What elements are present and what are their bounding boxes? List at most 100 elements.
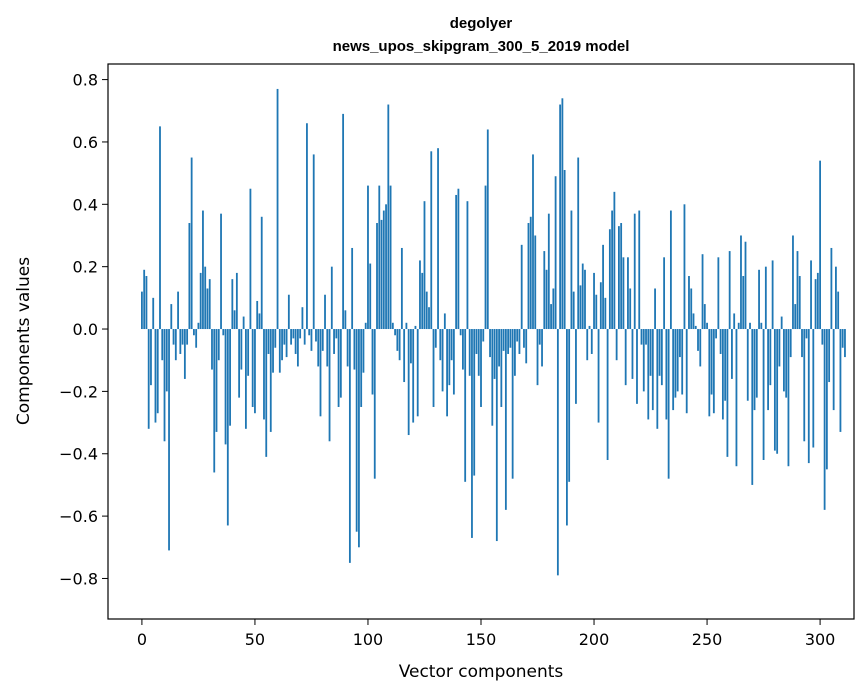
bar xyxy=(676,329,679,392)
bar xyxy=(353,329,356,370)
bar xyxy=(771,260,774,330)
bar xyxy=(263,329,265,420)
bar xyxy=(742,276,745,330)
bar xyxy=(783,329,785,392)
y-tick-label: 0.0 xyxy=(73,320,98,339)
bar xyxy=(500,329,503,407)
bar xyxy=(391,322,394,330)
bar xyxy=(448,329,451,386)
bar xyxy=(342,113,345,330)
bar xyxy=(498,329,500,367)
bar xyxy=(156,329,159,414)
bar xyxy=(215,329,218,432)
bar xyxy=(642,329,645,392)
bar xyxy=(527,223,530,330)
y-tick-label: 0.4 xyxy=(73,195,98,214)
bar xyxy=(509,329,512,348)
bar xyxy=(588,325,591,330)
bar xyxy=(541,329,543,367)
bar xyxy=(147,329,150,429)
bar xyxy=(240,329,243,370)
bar xyxy=(473,329,476,476)
bars-group xyxy=(141,88,846,576)
bar xyxy=(387,104,390,330)
bar xyxy=(161,329,164,361)
bar xyxy=(547,213,550,330)
bar xyxy=(281,329,283,361)
bar xyxy=(620,223,623,330)
bar xyxy=(244,329,247,429)
bar xyxy=(421,272,424,330)
bar xyxy=(780,316,783,330)
bar xyxy=(663,257,666,330)
bar xyxy=(735,329,738,467)
bar xyxy=(514,329,516,376)
bar xyxy=(174,329,177,361)
x-tick-label: 200 xyxy=(579,630,610,649)
bar xyxy=(378,185,381,330)
bar xyxy=(654,288,656,330)
bar xyxy=(554,176,557,330)
y-tick-label: 0.2 xyxy=(73,258,98,277)
bar xyxy=(615,329,618,361)
bar xyxy=(254,329,256,414)
bar xyxy=(475,329,478,354)
bar xyxy=(633,213,636,330)
y-axis-label: Components values xyxy=(14,257,34,425)
bar xyxy=(841,329,844,348)
bar xyxy=(231,279,234,330)
bar xyxy=(321,329,324,351)
bar xyxy=(796,251,799,330)
x-tick-label: 50 xyxy=(245,630,265,649)
bar xyxy=(726,329,729,457)
bar xyxy=(312,154,315,330)
bar xyxy=(306,123,308,330)
bar xyxy=(202,210,204,330)
bar xyxy=(552,288,555,330)
bar xyxy=(683,204,686,330)
bar xyxy=(717,257,720,330)
bar xyxy=(450,329,453,361)
bar xyxy=(319,329,322,417)
bar xyxy=(434,329,437,348)
bar xyxy=(758,269,760,330)
bar xyxy=(563,170,566,330)
bar xyxy=(141,291,143,330)
bar xyxy=(798,276,801,330)
bar xyxy=(814,279,817,330)
bar xyxy=(477,329,480,376)
bar xyxy=(785,329,788,398)
bar xyxy=(165,329,168,392)
bar xyxy=(459,329,462,336)
bar xyxy=(389,185,392,330)
bar xyxy=(407,329,410,436)
bar xyxy=(810,260,812,330)
bar xyxy=(584,269,586,330)
bar xyxy=(204,266,207,330)
bar xyxy=(593,272,595,330)
y-tick-label: 0.8 xyxy=(73,71,98,90)
bar xyxy=(211,329,213,370)
bar xyxy=(159,126,161,330)
bar xyxy=(177,291,179,330)
bar xyxy=(247,329,250,376)
bar xyxy=(590,329,593,354)
bar xyxy=(394,329,396,336)
bar xyxy=(380,219,383,330)
bar xyxy=(172,329,175,345)
bar xyxy=(516,329,519,342)
bar xyxy=(491,329,494,426)
bar xyxy=(837,291,840,330)
bar xyxy=(504,329,507,510)
bar xyxy=(457,188,460,330)
bar xyxy=(267,329,270,354)
bar xyxy=(437,148,439,330)
bar xyxy=(348,329,351,563)
bar xyxy=(728,251,731,330)
bar xyxy=(339,329,342,398)
bar xyxy=(627,257,629,330)
bar xyxy=(238,329,241,398)
bar xyxy=(832,329,835,411)
bar xyxy=(602,244,604,330)
bar xyxy=(608,229,611,330)
